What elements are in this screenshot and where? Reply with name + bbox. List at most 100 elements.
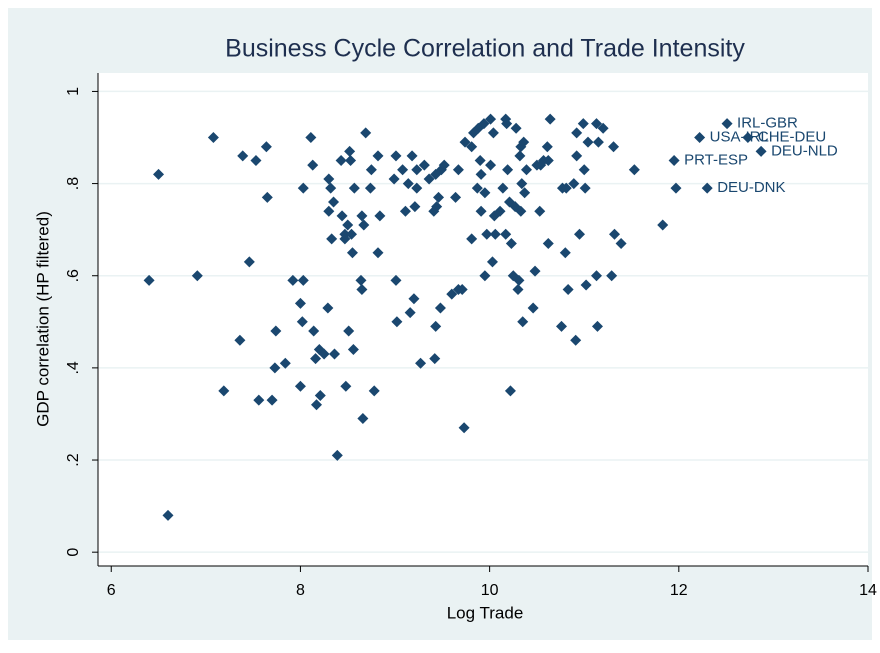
point [560, 182, 572, 194]
marks: DEU-DNK PRT-ESP USA-IRLIRL-GBRCHE-DEUDEU-N… [143, 113, 838, 521]
point [458, 422, 470, 434]
point [501, 118, 513, 130]
point [318, 348, 330, 360]
point [336, 210, 348, 222]
point [486, 256, 498, 268]
point [411, 164, 423, 176]
point [344, 145, 356, 157]
point [431, 201, 443, 213]
point [573, 228, 585, 240]
point [556, 320, 568, 332]
point [541, 141, 553, 153]
point [544, 113, 556, 125]
point [347, 343, 359, 355]
point-label: CHE-DEU [758, 128, 826, 145]
point [513, 274, 525, 286]
point [323, 173, 335, 185]
point [430, 320, 442, 332]
point [516, 178, 528, 190]
point [517, 316, 529, 328]
point [591, 270, 603, 282]
point [307, 159, 319, 171]
point [308, 325, 320, 337]
point [261, 191, 273, 203]
point [518, 136, 530, 148]
point [668, 155, 680, 167]
point [237, 150, 249, 162]
point [397, 164, 409, 176]
y-tick-label: 0 [65, 548, 82, 557]
point [446, 288, 458, 300]
point [478, 118, 490, 130]
point [487, 127, 499, 139]
point [438, 159, 450, 171]
point [471, 182, 483, 194]
point [234, 334, 246, 346]
point [466, 141, 478, 153]
point [503, 196, 515, 208]
point [597, 122, 609, 134]
point [755, 145, 767, 157]
point [592, 136, 604, 148]
point [521, 164, 533, 176]
point [571, 127, 583, 139]
point [578, 164, 590, 176]
point [580, 279, 592, 291]
point [297, 274, 309, 286]
point [340, 380, 352, 392]
point [364, 182, 376, 194]
point [608, 141, 620, 153]
point [345, 155, 357, 167]
point [390, 150, 402, 162]
x-axis-title: Log Trade [447, 603, 524, 622]
point [260, 141, 272, 153]
point [434, 302, 446, 314]
point [342, 219, 354, 231]
point [489, 228, 501, 240]
point [191, 270, 203, 282]
point-label: DEU-DNK [717, 179, 785, 196]
point [357, 413, 369, 425]
x-tick-label: 8 [296, 582, 305, 599]
point [356, 284, 368, 296]
point [485, 159, 497, 171]
point [323, 205, 335, 217]
point [657, 219, 669, 231]
x-tick-label: 14 [859, 582, 877, 599]
point [505, 237, 517, 249]
point [415, 357, 427, 369]
chart-title: Business Cycle Correlation and Trade Int… [225, 35, 745, 63]
point [297, 182, 309, 194]
point [582, 136, 594, 148]
point [372, 247, 384, 259]
point [433, 191, 445, 203]
point [374, 210, 386, 222]
point [162, 509, 174, 521]
point [475, 168, 487, 180]
point [250, 155, 262, 167]
point [335, 155, 347, 167]
point [515, 205, 527, 217]
point [606, 270, 618, 282]
point [474, 155, 486, 167]
point-label: USA-IRL [710, 128, 769, 145]
point [475, 205, 487, 217]
point [721, 118, 733, 130]
point [391, 316, 403, 328]
point [388, 173, 400, 185]
point [331, 449, 343, 461]
point [529, 265, 541, 277]
point [404, 307, 416, 319]
point [143, 274, 155, 286]
point [504, 385, 516, 397]
point [348, 182, 360, 194]
point [207, 132, 219, 144]
point [514, 150, 526, 162]
point [406, 150, 418, 162]
point [269, 362, 281, 374]
point [328, 348, 340, 360]
point [218, 385, 230, 397]
point-label: IRL-GBR [737, 115, 798, 132]
y-tick-label: .6 [65, 269, 82, 282]
